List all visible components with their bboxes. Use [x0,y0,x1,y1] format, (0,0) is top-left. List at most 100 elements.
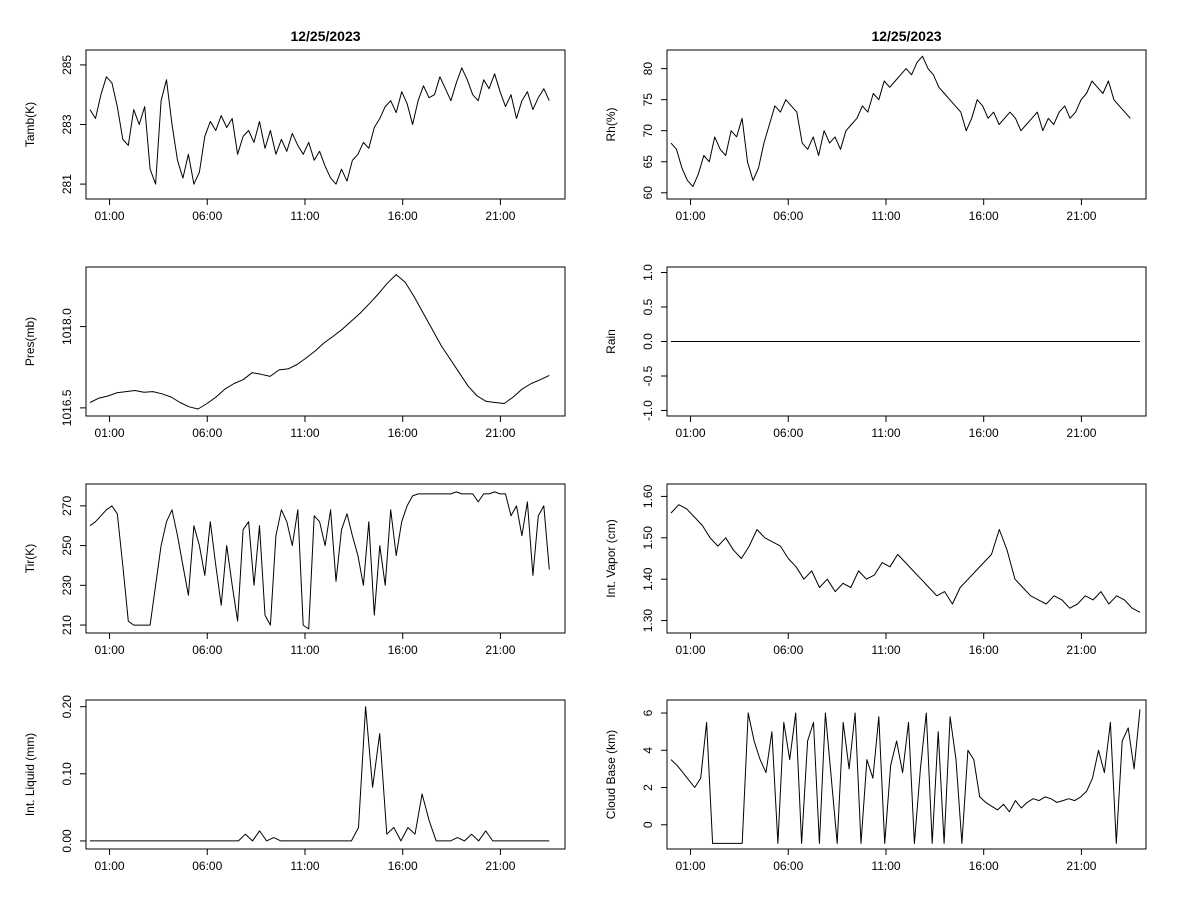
y-tick-label: 1016.5 [60,389,74,426]
x-tick-label: 06:00 [192,643,222,657]
y-axis-label: Pres(mb) [23,317,37,366]
x-tick-label: 11:00 [290,209,319,223]
x-tick-label: 06:00 [192,426,222,440]
x-tick-label: 06:00 [773,209,803,223]
x-tick-label: 01:00 [95,426,125,440]
y-tick-label: 70 [641,124,655,138]
x-tick-label: 11:00 [871,209,900,223]
y-tick-label: 230 [60,575,74,595]
x-tick-label: 06:00 [773,426,803,440]
x-tick-label: 11:00 [290,643,319,657]
y-axis-label: Int. Vapor (cm) [604,519,618,597]
x-tick-label: 21:00 [485,643,515,657]
y-tick-label: 1.60 [641,484,655,508]
x-tick-label: 01:00 [95,643,125,657]
plot-frame [666,49,1147,200]
plot-frame [85,483,566,634]
y-tick-label: 80 [641,62,655,76]
y-tick-label: -1.0 [641,400,655,421]
y-axis-label: Tir(K) [23,544,37,574]
chart-title: 12/25/2023 [290,28,360,44]
panel-int-vapor-cm: 01:00 06:00 11:00 16:00 21:00 1.30 1.40 1.50 1.6… [604,483,1147,657]
series-line-tamb-k [89,67,550,185]
y-tick-label: 283 [60,114,74,134]
y-tick-label: 1.0 [641,264,655,281]
x-tick-label: 16:00 [969,209,999,223]
y-tick-label: 0 [641,821,655,828]
plot-frame [85,266,566,417]
y-tick-label: 1.50 [641,526,655,550]
plot-frame [85,699,566,850]
y-axis-label: Int. Liquid (mm) [23,733,37,816]
x-tick-label: 21:00 [1066,859,1096,873]
panel-pres-mb: 01:00 06:00 11:00 16:00 21:00 1016.5 1018.0 Pre… [23,266,566,440]
x-tick-label: 01:00 [95,859,125,873]
y-tick-label: 1.30 [641,609,655,633]
plot-frame [666,483,1147,634]
series-line-rh [670,55,1131,188]
y-tick-label: 75 [641,93,655,107]
y-tick-label: 0.10 [60,762,74,786]
y-axis-label: Rain [604,329,618,354]
x-tick-label: 11:00 [871,643,900,657]
x-tick-label: 01:00 [95,209,125,223]
x-tick-label: 11:00 [871,426,900,440]
y-axis-label: Tamb(K) [23,102,37,147]
y-axis-label: Rh(%) [604,107,618,141]
y-tick-label: 0.20 [60,695,74,719]
y-tick-label: 6 [641,709,655,716]
y-tick-label: 0.00 [60,829,74,853]
y-tick-label: 2 [641,784,655,791]
series-line-int-liquid-mm [90,706,550,842]
x-tick-label: 21:00 [485,859,515,873]
series-line-tir-k [89,491,550,630]
x-tick-label: 01:00 [676,209,706,223]
y-tick-label: 0.5 [641,298,655,315]
x-tick-label: 16:00 [388,209,418,223]
y-axis-label: Cloud Base (km) [604,730,618,819]
x-tick-label: 06:00 [773,859,803,873]
series-line-pres-mb [89,274,550,410]
y-tick-label: 1.40 [641,567,655,591]
x-tick-label: 16:00 [388,426,418,440]
y-tick-label: 65 [641,155,655,169]
panel-int-liquid-mm: 01:00 06:00 11:00 16:00 21:00 0.00 0.10 0.20 Int… [23,695,566,873]
chart-title: 12/25/2023 [871,28,941,44]
panel-rh: 12/25/2023 01:00 06:00 11:00 16:00 21:00 60 65 7… [604,28,1147,223]
y-tick-label: 285 [60,55,74,75]
x-tick-label: 11:00 [871,859,900,873]
series-line-cloud-base-km [670,709,1141,844]
x-tick-label: 21:00 [485,209,515,223]
y-tick-label: 1018.0 [60,308,74,345]
y-tick-label: 281 [60,174,74,194]
y-tick-label: 60 [641,186,655,200]
x-tick-label: 21:00 [1066,426,1096,440]
panel-tir-k: 01:00 06:00 11:00 16:00 21:00 210 230 250 270 Tir… [23,483,566,657]
y-tick-label: 250 [60,535,74,555]
x-tick-label: 11:00 [290,426,319,440]
x-tick-label: 16:00 [388,859,418,873]
panel-cloud-base-km: 01:00 06:00 11:00 16:00 21:00 0 2 4 6 Cloud Base … [604,699,1147,873]
x-tick-label: 16:00 [969,643,999,657]
y-tick-label: 210 [60,615,74,635]
x-tick-label: 16:00 [969,859,999,873]
x-tick-label: 01:00 [676,643,706,657]
x-tick-label: 16:00 [388,643,418,657]
x-tick-label: 06:00 [192,859,222,873]
y-tick-label: 4 [641,747,655,754]
x-tick-label: 21:00 [1066,209,1096,223]
y-tick-label: 270 [60,496,74,516]
x-tick-label: 01:00 [676,859,706,873]
panel-tamb-k: 12/25/2023 01:00 06:00 11:00 16:00 21:00 281 28… [23,28,566,223]
y-tick-label: -0.5 [641,365,655,386]
series-line-int-vapor-cm [670,504,1141,613]
x-tick-label: 16:00 [969,426,999,440]
x-tick-label: 21:00 [485,426,515,440]
x-tick-label: 11:00 [290,859,319,873]
panel-rain: 01:00 06:00 11:00 16:00 21:00 -1.0 -0.5 0.0 0.5 1… [604,264,1147,440]
x-tick-label: 06:00 [192,209,222,223]
x-tick-label: 21:00 [1066,643,1096,657]
y-tick-label: 0.0 [641,333,655,350]
